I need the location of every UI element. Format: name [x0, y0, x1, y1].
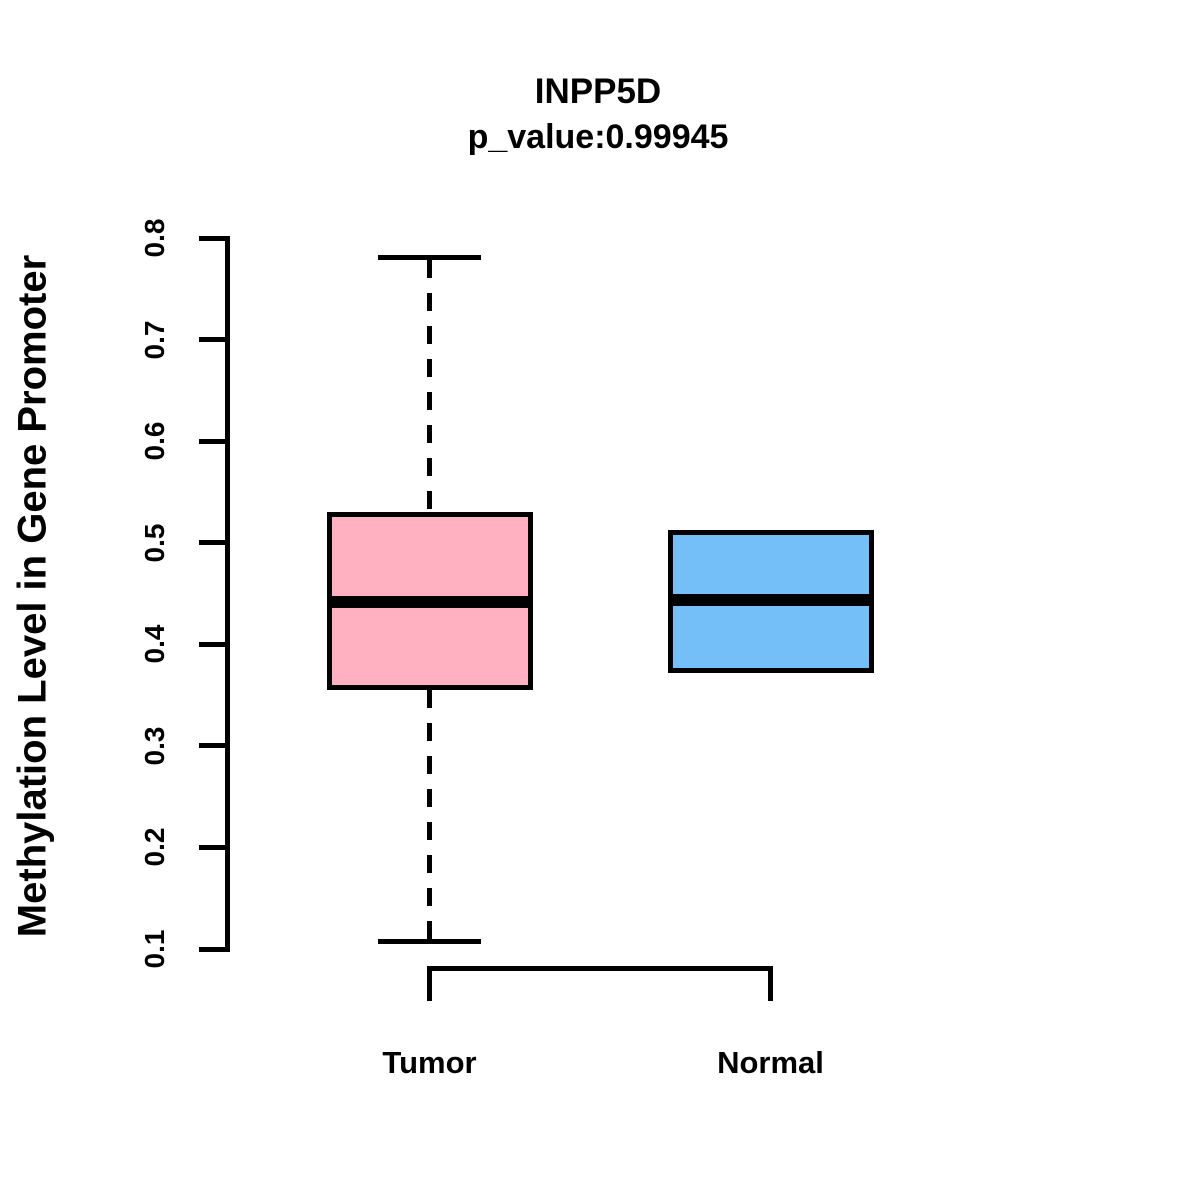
tumor-lower-whisker: [427, 689, 432, 939]
x-tick-right: [768, 965, 773, 1001]
x-label-tumor: Tumor: [382, 1045, 477, 1080]
tumor-upper-whisker-cap: [378, 254, 481, 260]
y-tick-mark: [198, 337, 225, 343]
y-tick-mark: [198, 235, 225, 241]
tumor-median-line: [326, 595, 533, 608]
y-axis-line: [224, 235, 230, 952]
y-tick-label: 0.6: [139, 421, 170, 461]
y-tick-mark: [198, 946, 225, 952]
y-tick-mark: [198, 844, 225, 850]
tumor-lower-whisker-cap: [378, 939, 481, 945]
y-tick-mark: [198, 743, 225, 749]
x-tick-left: [427, 965, 432, 1001]
y-tick-label: 0.1: [139, 929, 170, 969]
y-tick-label: 0.2: [139, 827, 170, 867]
x-label-normal: Normal: [717, 1045, 824, 1080]
y-tick-mark: [198, 540, 225, 546]
y-tick-label: 0.8: [139, 218, 170, 258]
x-axis-line: [427, 965, 773, 971]
tumor-upper-whisker: [427, 260, 432, 513]
chart-title: INPP5D: [534, 72, 662, 111]
chart-subtitle: p_value:0.99945: [467, 118, 729, 156]
y-axis-title: Methylation Level in Gene Promoter: [10, 254, 55, 938]
y-tick-mark: [198, 641, 225, 647]
y-tick-label: 0.5: [139, 523, 170, 563]
y-tick-label: 0.4: [139, 624, 170, 664]
y-tick-label: 0.7: [139, 320, 170, 360]
y-tick-label: 0.3: [139, 726, 170, 766]
y-tick-mark: [198, 438, 225, 444]
normal-median-line: [667, 593, 874, 606]
